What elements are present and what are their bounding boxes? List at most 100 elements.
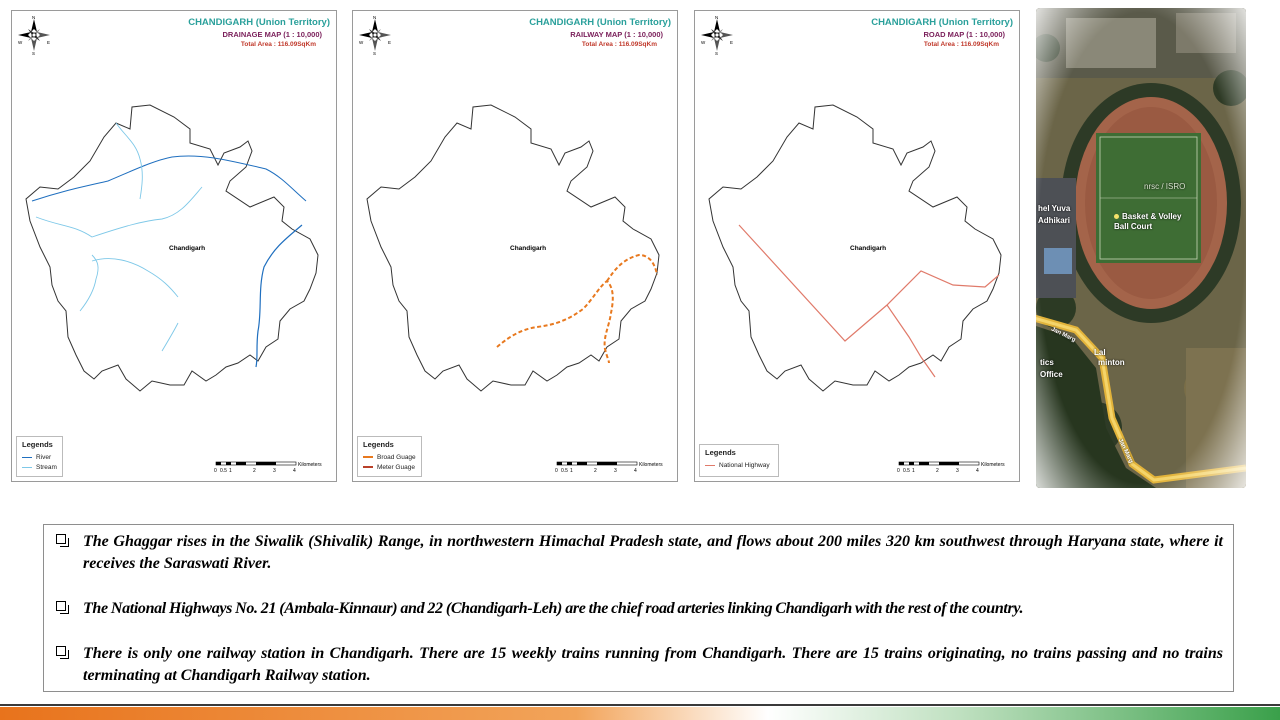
legend-title: Legends bbox=[363, 440, 394, 449]
map-title: CHANDIGARH (Union Territory) bbox=[188, 17, 330, 28]
svg-text:3: 3 bbox=[273, 468, 276, 474]
stream-line bbox=[115, 122, 143, 200]
map-title: CHANDIGARH (Union Territory) bbox=[871, 17, 1013, 28]
checkbox-bullet-icon bbox=[56, 534, 69, 547]
map-title: CHANDIGARH (Union Territory) bbox=[529, 17, 671, 28]
court-label-text: Basket & Volley Ball Court bbox=[1114, 212, 1182, 231]
svg-text:W: W bbox=[701, 40, 706, 45]
meter-gauge-symbol bbox=[363, 466, 373, 468]
broad-gauge-line bbox=[496, 279, 614, 364]
decorative-bottom-bar bbox=[0, 704, 1280, 720]
map-legend: Legends National Highway bbox=[699, 444, 779, 477]
notes-box: The Ghaggar rises in the Siwalik (Shival… bbox=[43, 524, 1234, 692]
legend-item-national-highway: National Highway bbox=[705, 460, 770, 470]
drainage-map-panel: N S W E CHANDIGARH (Union Territory) DRA… bbox=[11, 10, 337, 482]
svg-text:0.5: 0.5 bbox=[561, 468, 568, 474]
legend-label: Meter Guage bbox=[377, 463, 415, 471]
city-label: Chandigarh bbox=[850, 245, 887, 252]
svg-text:0: 0 bbox=[555, 468, 558, 474]
city-label: Chandigarh bbox=[169, 245, 206, 252]
road-map-canvas bbox=[708, 104, 1002, 392]
photo-label: tics bbox=[1040, 358, 1054, 367]
river-symbol bbox=[22, 456, 32, 458]
satellite-image: hel Yuva Adhikari nrsc / ISRO Basket & V… bbox=[1036, 8, 1246, 488]
svg-text:3: 3 bbox=[956, 468, 959, 474]
stream-line bbox=[161, 322, 179, 352]
svg-text:0.5: 0.5 bbox=[903, 468, 910, 474]
broad-gauge-symbol bbox=[363, 456, 373, 458]
north-arrow-icon: N S W E bbox=[359, 15, 392, 55]
svg-text:E: E bbox=[47, 40, 50, 45]
legend-label: National Highway bbox=[719, 461, 770, 469]
checkbox-bullet-icon bbox=[56, 646, 69, 659]
legend-item-stream: Stream bbox=[22, 462, 57, 472]
svg-text:0: 0 bbox=[214, 468, 217, 474]
satellite-photo-drawing bbox=[1036, 8, 1246, 488]
bullet-item: There is only one railway station in Cha… bbox=[56, 643, 1223, 687]
photo-label: Lal bbox=[1094, 348, 1106, 357]
north-arrow-icon: N S W E bbox=[18, 15, 51, 55]
svg-text:1: 1 bbox=[570, 468, 573, 474]
bullet-item: The Ghaggar rises in the Siwalik (Shival… bbox=[56, 531, 1223, 575]
river-line bbox=[255, 224, 303, 368]
svg-text:S: S bbox=[32, 51, 35, 55]
svg-text:N: N bbox=[373, 15, 376, 20]
map-legend: Legends Broad Guage Meter Guage bbox=[357, 436, 422, 477]
photo-label: Adhikari bbox=[1038, 216, 1071, 225]
svg-text:0: 0 bbox=[897, 468, 900, 474]
stream-line bbox=[35, 186, 203, 238]
map-legend: Legends River Stream bbox=[16, 436, 63, 477]
scale-bar: 0 0.5 1 2 3 4 Kilometers bbox=[214, 461, 322, 474]
national-highway-symbol bbox=[705, 464, 715, 466]
legend-item-river: River bbox=[22, 452, 57, 462]
svg-text:E: E bbox=[730, 40, 733, 45]
bullet-text: There is only one railway station in Cha… bbox=[83, 645, 1223, 684]
drainage-map-canvas bbox=[25, 104, 319, 392]
svg-text:N: N bbox=[32, 15, 35, 20]
bullet-text: The National Highways No. 21 (Ambala-Kin… bbox=[83, 600, 1024, 617]
scale-bar: 0 0.5 1 2 3 4 Kilometers bbox=[897, 461, 1005, 474]
scale-bar: 0 0.5 1 2 3 4 Kilometers bbox=[555, 461, 663, 474]
north-arrow-icon: N S W E bbox=[701, 15, 734, 55]
svg-text:Kilometers: Kilometers bbox=[981, 462, 1005, 468]
svg-text:2: 2 bbox=[594, 468, 597, 474]
city-label: Chandigarh bbox=[510, 245, 547, 252]
svg-text:2: 2 bbox=[253, 468, 256, 474]
bullet-text: The Ghaggar rises in the Siwalik (Shival… bbox=[83, 533, 1223, 572]
legend-label: Broad Guage bbox=[377, 453, 416, 461]
map-subtitle: DRAINAGE MAP (1 : 10,000) bbox=[222, 30, 322, 39]
broad-gauge-line bbox=[606, 253, 658, 282]
map-subtitle: ROAD MAP (1 : 10,000) bbox=[923, 30, 1005, 39]
svg-text:1: 1 bbox=[229, 468, 232, 474]
stream-line bbox=[91, 258, 179, 298]
map-total-area: Total Area : 116.09SqKm bbox=[923, 41, 999, 48]
svg-text:0.5: 0.5 bbox=[220, 468, 227, 474]
legend-title: Legends bbox=[705, 448, 736, 457]
road-map-panel: N S W E CHANDIGARH (Union Territory) ROA… bbox=[694, 10, 1020, 482]
legend-item-meter-gauge: Meter Guage bbox=[363, 462, 416, 472]
checkbox-bullet-icon bbox=[56, 601, 69, 614]
legend-title: Legends bbox=[22, 440, 53, 449]
photo-label: hel Yuva bbox=[1038, 204, 1071, 213]
svg-text:Kilometers: Kilometers bbox=[298, 462, 322, 468]
svg-text:1: 1 bbox=[912, 468, 915, 474]
photo-court-label: Basket & Volley Ball Court bbox=[1114, 212, 1194, 232]
svg-text:Kilometers: Kilometers bbox=[639, 462, 663, 468]
svg-text:W: W bbox=[18, 40, 23, 45]
photo-label: minton bbox=[1098, 358, 1125, 367]
national-highway-line bbox=[886, 304, 936, 378]
svg-text:N: N bbox=[715, 15, 718, 20]
railway-map-canvas bbox=[366, 104, 660, 392]
court-marker-icon bbox=[1114, 214, 1119, 219]
svg-text:4: 4 bbox=[634, 468, 637, 474]
legend-label: Stream bbox=[36, 463, 57, 471]
svg-text:E: E bbox=[388, 40, 391, 45]
svg-text:S: S bbox=[373, 51, 376, 55]
photo-label: Office bbox=[1040, 370, 1063, 379]
national-highway-line bbox=[738, 224, 1000, 342]
svg-text:S: S bbox=[715, 51, 718, 55]
svg-text:4: 4 bbox=[293, 468, 296, 474]
svg-text:4: 4 bbox=[976, 468, 979, 474]
stream-symbol bbox=[22, 466, 32, 468]
svg-text:W: W bbox=[359, 40, 364, 45]
